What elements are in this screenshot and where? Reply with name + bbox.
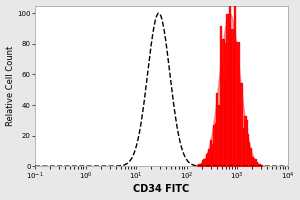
Y-axis label: Relative Cell Count: Relative Cell Count: [6, 46, 15, 126]
X-axis label: CD34 FITC: CD34 FITC: [133, 184, 189, 194]
